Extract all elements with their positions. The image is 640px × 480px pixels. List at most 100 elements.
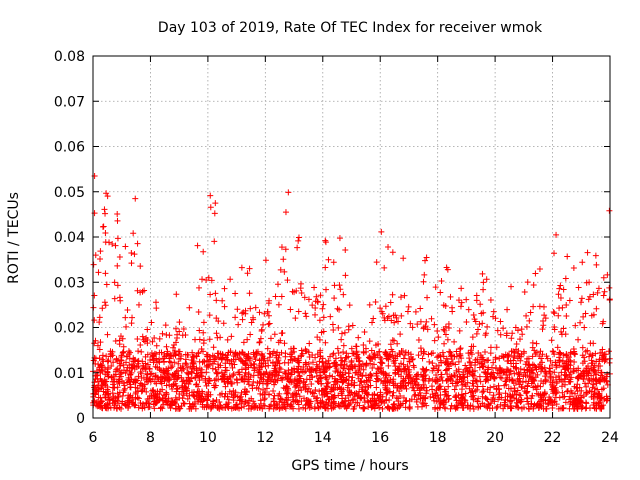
data-point [433,371,440,378]
data-point [484,386,491,393]
data-point [102,230,109,237]
data-point [156,391,163,398]
data-point [118,405,125,412]
data-point [364,384,371,391]
data-point [275,357,282,364]
data-point [564,253,571,260]
data-point [587,350,594,357]
data-point [350,350,357,357]
data-point [91,340,98,347]
data-point [571,351,578,358]
data-point [375,340,382,347]
data-point [316,358,323,365]
data-point [539,326,546,333]
data-point [112,242,119,249]
data-point [252,356,259,363]
data-point [116,389,123,396]
data-point [99,356,106,363]
data-point [497,374,504,381]
data-point [278,244,285,251]
data-point [382,372,389,379]
data-point [99,352,106,359]
data-point [139,333,146,340]
data-point [287,371,294,378]
data-point [301,294,308,301]
data-point [126,362,133,369]
data-point [411,387,418,394]
data-point [373,397,380,404]
data-point [174,375,181,382]
data-point [139,383,146,390]
data-point [523,323,530,330]
data-point [351,392,358,399]
data-point [392,352,399,359]
data-point [172,325,179,332]
data-point [382,349,389,356]
data-point [277,337,284,344]
data-point [302,405,309,412]
data-point [453,367,460,374]
data-point [513,403,520,410]
data-point [200,319,207,326]
data-point [593,305,600,312]
data-point [428,315,435,322]
data-point [524,388,531,395]
data-point [292,315,299,322]
data-point [361,328,368,335]
data-point [583,404,590,411]
data-point [346,302,353,309]
data-point [209,360,216,367]
data-point [470,368,477,375]
data-point [606,207,613,214]
data-point [193,353,200,360]
data-point [557,295,564,302]
data-point [128,260,135,267]
data-point [337,286,344,293]
data-point [182,332,189,339]
data-point [120,348,127,355]
data-point [242,391,249,398]
data-point [418,348,425,355]
data-point [335,368,342,375]
data-point [479,393,486,400]
data-point [404,308,411,315]
data-point [222,390,229,397]
data-point [513,360,520,367]
data-point [484,404,491,411]
data-point [209,403,216,410]
data-point [168,397,175,404]
data-point [258,400,265,407]
data-point [176,319,183,326]
data-point [194,389,201,396]
data-point [207,405,214,412]
data-point [596,390,603,397]
data-point [178,374,185,381]
data-point [186,405,193,412]
data-point [370,361,377,368]
data-point [348,345,355,352]
data-point [179,395,186,402]
data-point [588,378,595,385]
data-point [474,356,481,363]
data-point [231,392,238,399]
data-point [293,287,300,294]
data-point [373,370,380,377]
data-point [378,398,385,405]
data-point [227,276,234,283]
data-point [384,404,391,411]
data-point [94,342,101,349]
data-point [474,359,481,366]
data-point [326,372,333,379]
data-point [163,331,170,338]
data-point [320,369,327,376]
data-point [121,385,128,392]
data-point [206,378,213,385]
data-point [308,366,315,373]
data-point [334,378,341,385]
data-point [170,381,177,388]
data-point [574,374,581,381]
data-point [528,400,535,407]
data-point [556,358,563,365]
data-point [352,343,359,350]
data-point [252,304,259,311]
